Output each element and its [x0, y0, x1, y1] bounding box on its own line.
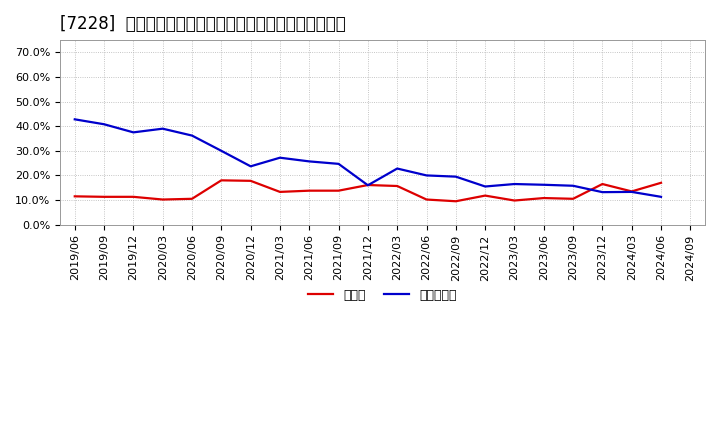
現顔金	[422, 197, 431, 202]
有利子負債	[510, 181, 519, 187]
有利子負債	[598, 190, 607, 195]
有利子負債	[422, 173, 431, 178]
現顔金	[158, 197, 167, 202]
有利子負債	[481, 184, 490, 189]
現顔金	[305, 188, 314, 193]
有利子負債	[276, 155, 284, 160]
有利子負債	[364, 183, 372, 188]
Legend: 現顔金, 有利子負債: 現顔金, 有利子負債	[303, 284, 462, 307]
Line: 有利子負債: 有利子負債	[75, 119, 661, 197]
有利子負債	[129, 130, 138, 135]
現顔金	[100, 194, 109, 199]
有利子負債	[393, 166, 402, 171]
Line: 現顔金: 現顔金	[75, 180, 661, 201]
現顔金	[217, 178, 225, 183]
有利子負債	[334, 161, 343, 166]
現顔金	[393, 183, 402, 189]
現顔金	[451, 198, 460, 204]
現顔金	[188, 196, 197, 202]
現顔金	[276, 189, 284, 194]
有利子負債	[188, 133, 197, 138]
有利子負債	[657, 194, 665, 199]
有利子負債	[246, 164, 255, 169]
現顔金	[598, 181, 607, 187]
有利子負債	[71, 117, 79, 122]
現顔金	[334, 188, 343, 193]
現顔金	[129, 194, 138, 199]
有利子負債	[569, 183, 577, 188]
現顔金	[364, 182, 372, 187]
有利子負債	[627, 189, 636, 194]
有利子負債	[217, 148, 225, 154]
現顔金	[510, 198, 519, 203]
Text: [7228]  現預金、有利子負債の総資産に対する比率の推移: [7228] 現預金、有利子負債の総資産に対する比率の推移	[60, 15, 346, 33]
現顔金	[71, 194, 79, 199]
有利子負債	[305, 159, 314, 164]
有利子負債	[100, 121, 109, 127]
現顔金	[627, 189, 636, 194]
現顔金	[246, 178, 255, 183]
現顔金	[657, 180, 665, 185]
現顔金	[569, 196, 577, 202]
現顔金	[481, 193, 490, 198]
現顔金	[539, 195, 548, 201]
有利子負債	[158, 126, 167, 131]
有利子負債	[539, 182, 548, 187]
有利子負債	[451, 174, 460, 179]
